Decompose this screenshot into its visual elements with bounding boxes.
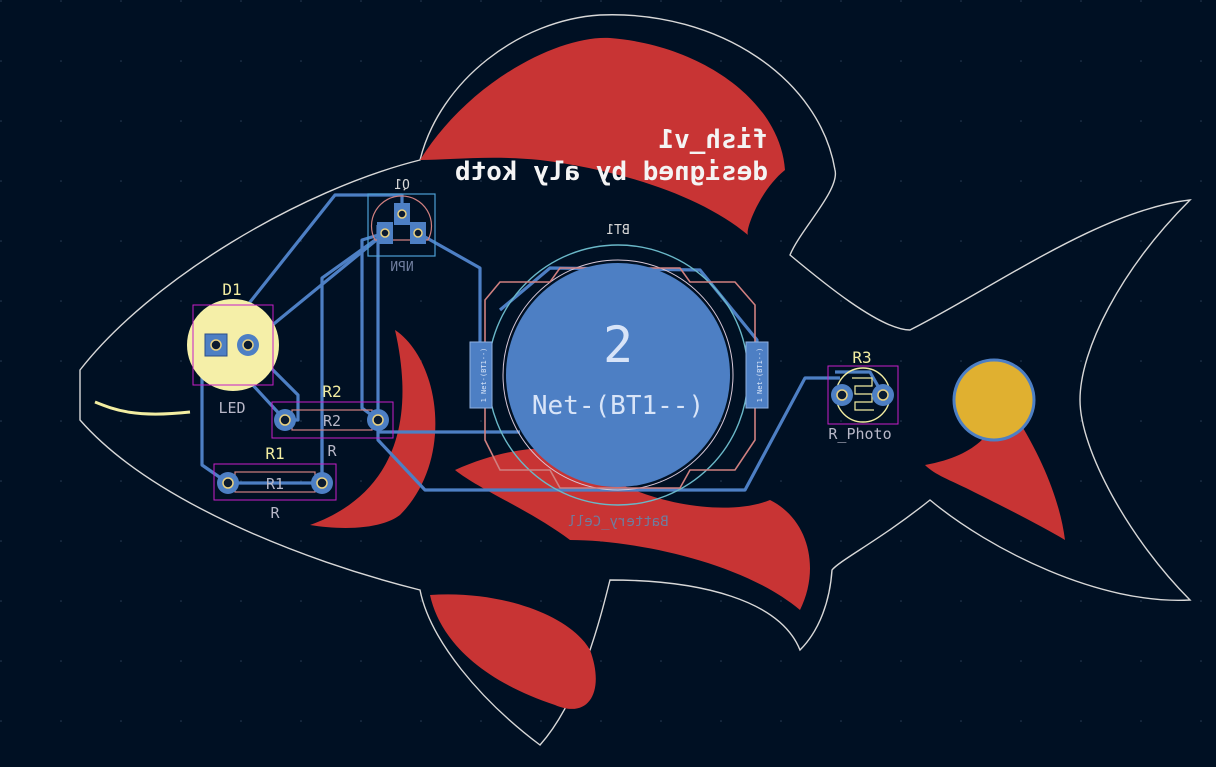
bt1-pad-number: 2 bbox=[603, 316, 633, 374]
bt1-side-pad-label-right: 1 Net-(BT1--) bbox=[756, 348, 764, 403]
q1-value: NPN bbox=[390, 260, 413, 275]
bt1-side-pad-label-left: 1 Net-(BT1--) bbox=[480, 348, 488, 403]
d1-reference: D1 bbox=[222, 280, 241, 299]
board-title-line2: designed by aly kotb bbox=[455, 157, 768, 187]
silk-fin-tail bbox=[925, 400, 1065, 540]
r2-reference: R2 bbox=[322, 382, 341, 401]
silk-gill-crescent bbox=[310, 330, 436, 528]
r3-footprint[interactable]: R3 R_Photo bbox=[827, 348, 899, 443]
q1-reference: Q1 bbox=[394, 178, 410, 193]
silk-mouth bbox=[94, 400, 191, 416]
r2-body-label: R2 bbox=[323, 412, 341, 430]
bt1-footprint[interactable]: 2 Net-(BT1--) 1 Net-(BT1--) 1 Net-(BT1--… bbox=[469, 223, 769, 530]
d1-footprint[interactable]: D1 LED bbox=[187, 280, 279, 417]
d1-value: LED bbox=[218, 399, 245, 417]
r3-value: R_Photo bbox=[828, 425, 891, 443]
r1-value: R bbox=[270, 504, 280, 522]
silk-fin-top bbox=[420, 37, 785, 235]
bt1-pad-2[interactable] bbox=[506, 263, 730, 487]
bt1-pad-net: Net-(BT1--) bbox=[532, 391, 704, 421]
silk-fin-bottom bbox=[430, 594, 596, 709]
r1-reference: R1 bbox=[265, 444, 284, 463]
eye-pad[interactable] bbox=[952, 358, 1036, 442]
q1-footprint[interactable]: Q1 NPN bbox=[367, 178, 436, 275]
bt1-value: Battery_Cell bbox=[567, 514, 668, 530]
r1-footprint[interactable]: R1 R1 R bbox=[213, 444, 337, 522]
r3-reference: R3 bbox=[852, 348, 871, 367]
r2-value: R bbox=[327, 442, 337, 460]
board-title-line1: fish_v1 bbox=[658, 125, 768, 155]
bt1-reference: BT1 bbox=[606, 223, 629, 238]
r2-footprint[interactable]: R2 R2 R bbox=[271, 382, 394, 460]
r1-body-label: R1 bbox=[266, 475, 284, 493]
